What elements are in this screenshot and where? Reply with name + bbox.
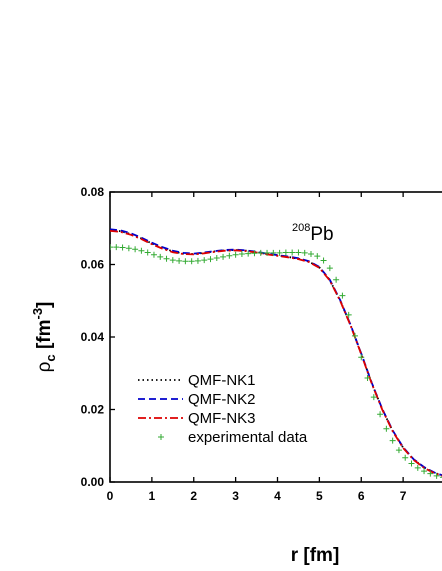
y-tick-label: 0.06 — [81, 258, 105, 272]
experimental-data-point — [169, 257, 176, 264]
experimental-data-point — [125, 245, 132, 252]
experimental-data-point — [308, 250, 314, 257]
legend: QMF-NK1 QMF-NK2 QMF-NK3 experimental data — [138, 372, 308, 446]
experimental-data-point — [339, 292, 346, 299]
experimental-data-point — [207, 256, 214, 263]
experimental-data-point — [439, 476, 442, 478]
nucleus-mass-number: 208 — [292, 222, 310, 234]
experimental-data-point — [270, 249, 277, 256]
experimental-data-point — [150, 251, 157, 258]
experimental-data-point — [264, 249, 271, 256]
y-axis-unit-pre: [fm — [34, 320, 55, 355]
experimental-data-point — [138, 247, 145, 254]
experimental-data-point — [345, 311, 352, 318]
experimental-data-point — [383, 425, 390, 432]
x-tick-label: 4 — [274, 489, 281, 503]
experimental-data-point — [245, 250, 252, 257]
experimental-data-point — [163, 255, 170, 262]
experimental-data-point — [110, 244, 113, 251]
experimental-data-point — [232, 251, 239, 258]
experimental-data-point — [251, 250, 258, 257]
experimental-data-point — [414, 464, 421, 471]
experimental-data-point — [257, 249, 264, 256]
y-tick-label: 0.00 — [81, 475, 105, 489]
legend-label: QMF-NK1 — [188, 372, 256, 389]
experimental-data-point — [314, 253, 321, 260]
experimental-data-point — [276, 249, 283, 256]
experimental-data-point — [176, 257, 183, 264]
y-tick-label: 0.02 — [81, 403, 105, 417]
y-tick-label: 0.04 — [81, 330, 105, 344]
x-tick-label: 5 — [316, 489, 323, 503]
experimental-data-point — [333, 276, 340, 283]
legend-label: QMF-NK3 — [188, 410, 256, 427]
experimental-data-point — [395, 447, 402, 454]
x-tick-label: 3 — [232, 489, 239, 503]
experimental-data-point — [182, 258, 189, 265]
experimental-data-point — [157, 253, 164, 260]
x-tick-label: 7 — [400, 489, 407, 503]
curves — [110, 228, 442, 477]
x-axis-title: r [fm] — [291, 545, 340, 566]
experimental-data-point — [389, 437, 396, 444]
nucleus-symbol: Pb — [310, 224, 333, 245]
x-tick-label: 0 — [107, 489, 114, 503]
experimental-data-point — [427, 470, 434, 477]
experimental-data-point — [213, 254, 220, 261]
experimental-data-point — [370, 394, 377, 401]
experimental-data-point — [220, 253, 227, 260]
experimental-data-point — [364, 374, 371, 381]
y-axis-subscript: c — [43, 354, 58, 361]
experimental-data-point — [408, 460, 415, 467]
legend-label: experimental data — [188, 429, 308, 446]
experimental-data-point — [433, 472, 440, 479]
legend-marker — [158, 434, 164, 440]
experimental-data-point — [326, 265, 333, 272]
experimental-data-point — [320, 257, 327, 264]
y-tick-label: 0.08 — [81, 185, 105, 199]
nucleus-annotation: 208Pb — [292, 222, 334, 245]
x-tick-label: 6 — [358, 489, 365, 503]
experimental-data-point — [201, 257, 208, 264]
legend-label: QMF-NK2 — [188, 391, 256, 408]
experimental-data-point — [421, 468, 428, 475]
x-tick-label: 1 — [149, 489, 156, 503]
series-line-qmf-nk3 — [110, 229, 442, 477]
experimental-data-point — [289, 249, 296, 256]
ticks: 0123456780.000.020.040.060.08 — [81, 185, 442, 503]
experimental-data-point — [295, 249, 302, 256]
experimental-data-point — [188, 258, 195, 265]
experimental-data-point — [194, 257, 201, 264]
x-tick-label: 2 — [190, 489, 197, 503]
experimental-data-point — [301, 249, 308, 256]
experimental-markers — [110, 244, 442, 479]
experimental-data-point — [113, 244, 120, 251]
experimental-data-point — [402, 454, 409, 461]
y-axis-unit-sup: -3 — [30, 308, 45, 320]
y-axis-title: ρc [fm-3] — [30, 302, 58, 373]
experimental-data-point — [119, 244, 126, 251]
experimental-data-point — [226, 252, 233, 259]
experimental-data-point — [238, 250, 245, 257]
experimental-data-point — [144, 249, 151, 256]
experimental-data-point — [377, 411, 384, 418]
y-axis-unit-post: ] — [34, 302, 55, 308]
experimental-data-point — [132, 246, 139, 253]
experimental-data-point — [282, 249, 289, 256]
experimental-data-point — [351, 332, 358, 339]
y-axis-symbol: ρ — [34, 361, 55, 372]
experimental-data-point — [358, 354, 365, 361]
